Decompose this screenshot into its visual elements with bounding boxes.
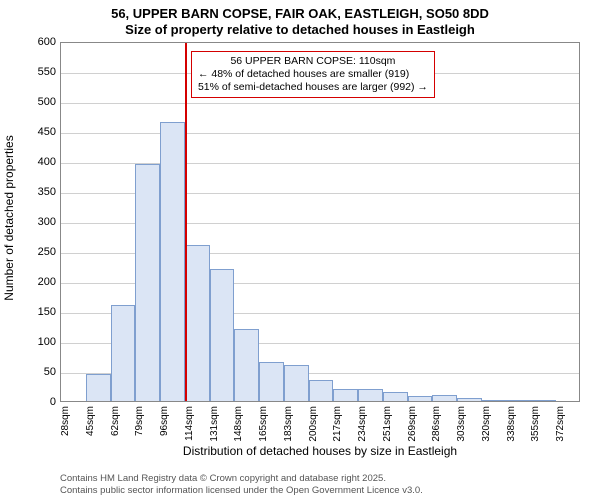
x-axis-title: Distribution of detached houses by size … [60, 444, 580, 458]
attribution-line1: Contains HM Land Registry data © Crown c… [60, 473, 585, 484]
x-tick-label: 217sqm [332, 406, 343, 446]
x-tick-label: 165sqm [258, 406, 269, 446]
annotation-line2: ← 48% of detached houses are smaller (91… [198, 68, 428, 81]
x-tick-label: 79sqm [134, 406, 145, 446]
x-tick-label: 320sqm [481, 406, 492, 446]
x-tick-label: 286sqm [431, 406, 442, 446]
gridline [61, 133, 579, 134]
histogram-bar [408, 396, 433, 401]
x-tick-label: 234sqm [357, 406, 368, 446]
x-tick-label: 269sqm [407, 406, 418, 446]
annotation-box: 56 UPPER BARN COPSE: 110sqm ← 48% of det… [191, 51, 435, 98]
histogram-bar [358, 389, 383, 401]
y-tick-label: 300 [16, 216, 56, 228]
x-tick-label: 28sqm [60, 406, 71, 446]
y-tick-label: 100 [16, 336, 56, 348]
histogram-bar [86, 374, 111, 401]
y-tick-label: 250 [16, 246, 56, 258]
histogram-bar [507, 400, 532, 401]
histogram-bar [160, 122, 185, 401]
x-tick-label: 303sqm [456, 406, 467, 446]
histogram-bar [432, 395, 457, 401]
histogram-bar [210, 269, 235, 401]
x-tick-label: 114sqm [184, 406, 195, 446]
histogram-bar [333, 389, 358, 401]
y-tick-label: 500 [16, 96, 56, 108]
annotation-line3: 51% of semi-detached houses are larger (… [198, 81, 428, 94]
histogram-bar [309, 380, 334, 401]
title-line2: Size of property relative to detached ho… [0, 22, 600, 38]
x-tick-label: 45sqm [85, 406, 96, 446]
attribution-line2: Contains public sector information licen… [60, 485, 585, 496]
y-tick-label: 400 [16, 156, 56, 168]
y-tick-label: 550 [16, 66, 56, 78]
chart-title: 56, UPPER BARN COPSE, FAIR OAK, EASTLEIG… [0, 0, 600, 39]
y-axis-title: Number of detached properties [2, 135, 16, 300]
y-tick-label: 150 [16, 306, 56, 318]
histogram-bar [259, 362, 284, 401]
histogram-bar [457, 398, 482, 401]
histogram-bar [383, 392, 408, 401]
y-tick-label: 0 [16, 396, 56, 408]
attribution: Contains HM Land Registry data © Crown c… [60, 473, 585, 496]
y-tick-label: 450 [16, 126, 56, 138]
y-tick-label: 600 [16, 36, 56, 48]
x-tick-label: 183sqm [283, 406, 294, 446]
histogram-bar [284, 365, 309, 401]
x-tick-label: 200sqm [308, 406, 319, 446]
x-tick-label: 96sqm [159, 406, 170, 446]
histogram-bar [185, 245, 210, 401]
x-tick-label: 131sqm [209, 406, 220, 446]
histogram-bar [482, 400, 507, 401]
title-line1: 56, UPPER BARN COPSE, FAIR OAK, EASTLEIG… [0, 6, 600, 22]
y-tick-label: 200 [16, 276, 56, 288]
histogram-bar [111, 305, 136, 401]
y-tick-label: 50 [16, 366, 56, 378]
histogram-bar [234, 329, 259, 401]
histogram-bar [135, 164, 160, 401]
x-tick-label: 251sqm [382, 406, 393, 446]
x-tick-label: 338sqm [506, 406, 517, 446]
x-tick-label: 62sqm [110, 406, 121, 446]
chart-area: Number of detached properties 0 50 100 150 2… [0, 38, 600, 458]
x-tick-label: 148sqm [233, 406, 244, 446]
gridline [61, 103, 579, 104]
reference-line [185, 43, 187, 401]
histogram-bar [531, 400, 556, 401]
x-tick-label: 372sqm [555, 406, 566, 446]
y-tick-label: 350 [16, 186, 56, 198]
annotation-line1: 56 UPPER BARN COPSE: 110sqm [198, 55, 428, 68]
x-tick-label: 355sqm [530, 406, 541, 446]
plot-area: 56 UPPER BARN COPSE: 110sqm ← 48% of det… [60, 42, 580, 402]
